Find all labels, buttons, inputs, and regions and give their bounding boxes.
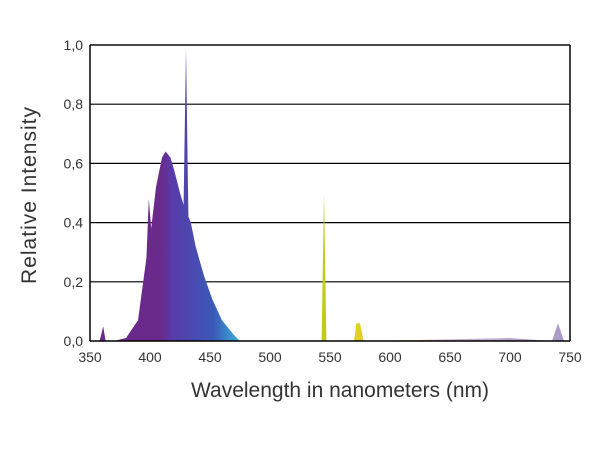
- y-tick-label: 0,8: [64, 96, 84, 112]
- x-tick-label: 650: [438, 349, 462, 365]
- x-tick-label: 350: [78, 349, 102, 365]
- y-tick-label: 1,0: [64, 37, 84, 53]
- x-tick-label: 400: [138, 349, 162, 365]
- x-tick-label: 750: [558, 349, 582, 365]
- data-layer: [90, 47, 570, 342]
- x-tick-label: 550: [318, 349, 342, 365]
- y-tick-label: 0,2: [64, 274, 84, 290]
- y-tick-label: 0,4: [64, 215, 84, 231]
- tick-layer: 350 400 450 500 550 600 650 700 750 0,0 0,2 0,4 0,6 0…: [64, 37, 582, 365]
- spectrum-area-0: [90, 47, 570, 342]
- x-tick-label: 500: [258, 349, 282, 365]
- y-tick-label: 0,0: [64, 333, 84, 349]
- y-tick-label: 0,6: [64, 155, 84, 171]
- y-axis-label: Relative Intensity: [18, 106, 41, 284]
- axis-layer: [89, 44, 571, 342]
- x-axis-label: Wavelength in nanometers (nm): [191, 379, 489, 402]
- x-tick-label: 700: [498, 349, 522, 365]
- x-tick-label: 450: [198, 349, 222, 365]
- x-tick-label: 600: [378, 349, 402, 365]
